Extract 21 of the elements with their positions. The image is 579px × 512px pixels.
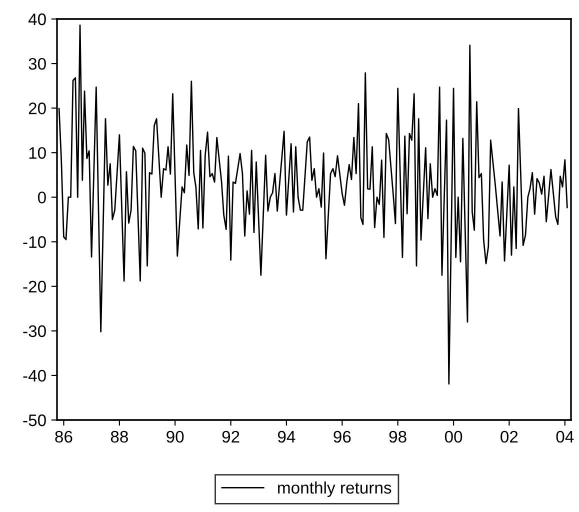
y-tick-label: 40 <box>28 13 46 26</box>
y-tick-label: 20 <box>28 102 46 114</box>
x-tick-label: 86 <box>55 430 72 443</box>
y-tick-label: -40 <box>23 370 46 382</box>
x-tick-label: 88 <box>110 430 128 443</box>
x-tick-label: 98 <box>389 430 406 443</box>
y-tick-label: 30 <box>28 58 46 70</box>
y-tick-label: 0 <box>38 192 46 204</box>
x-tick-label: 90 <box>166 430 184 443</box>
x-tick-label: 92 <box>222 430 240 443</box>
x-tick-label: 96 <box>334 430 351 443</box>
legend-label: monthly returns <box>278 481 392 497</box>
y-tick-label: -30 <box>23 325 46 338</box>
x-tick-label: 04 <box>556 430 574 443</box>
y-tick-label: -50 <box>23 414 46 426</box>
x-tick-label: 02 <box>500 430 518 443</box>
y-tick-label: -10 <box>23 236 46 248</box>
x-tick-label: 94 <box>278 430 296 443</box>
y-tick-label: 10 <box>29 147 46 159</box>
y-tick-label: -20 <box>23 280 46 293</box>
x-tick-label: 00 <box>444 430 462 443</box>
